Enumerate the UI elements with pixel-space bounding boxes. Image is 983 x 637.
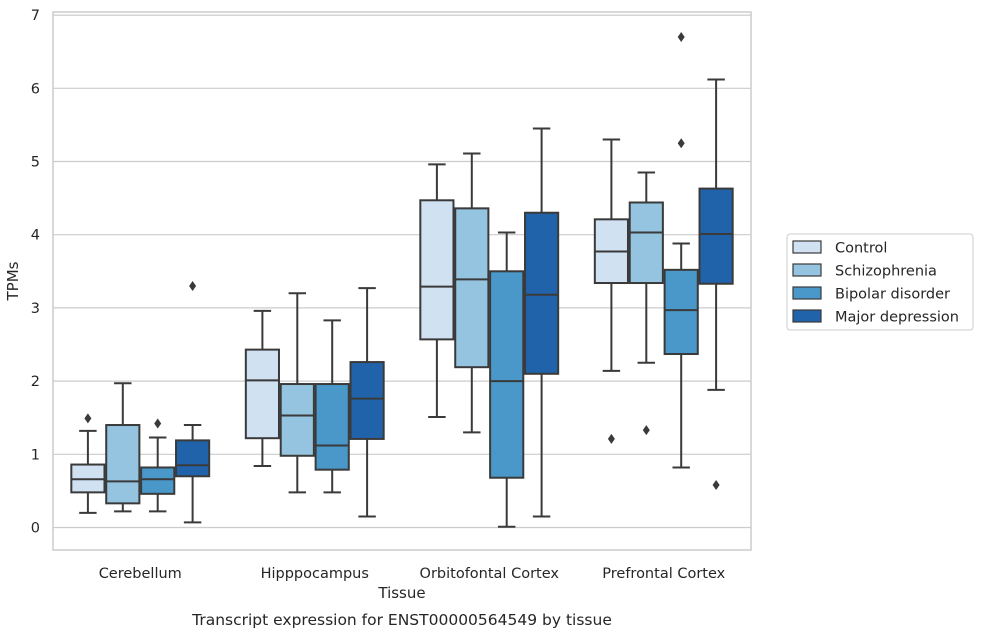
box-2-3 <box>524 127 560 518</box>
box-0-3 <box>175 280 211 524</box>
box-body <box>140 466 176 495</box>
x-tick-label: Cerebellum <box>99 566 182 582</box>
outlier-point <box>677 32 685 43</box>
grid-lines <box>53 14 751 529</box>
box-body <box>175 439 211 478</box>
x-tick-label: Orbitofontal Cortex <box>420 566 560 582</box>
outlier-point <box>642 425 650 436</box>
legend-label: Schizophrenia <box>835 264 937 280</box>
box-body <box>489 270 525 479</box>
outlier-point <box>154 418 162 429</box>
y-tick-label: 0 <box>31 521 40 537</box>
chart-caption: Transcript expression for ENST0000056454… <box>191 611 612 629</box>
legend-frame <box>786 233 974 331</box>
box-1-2 <box>314 319 350 494</box>
box-body <box>279 383 315 457</box>
y-axis-label: TPMs <box>4 261 22 301</box>
box-0-0 <box>70 413 106 514</box>
legend: Control Schizophrenia Bipolar disorder Majo… <box>786 233 974 331</box>
box-1-1 <box>279 292 315 494</box>
box-body <box>244 348 280 440</box>
box-body <box>419 199 455 341</box>
box-3-0 <box>593 138 629 444</box>
outlier-point <box>677 138 685 149</box>
box-body <box>349 361 385 440</box>
y-tick-label: 6 <box>31 81 40 97</box>
legend-label: Control <box>835 241 887 257</box>
y-tick-label: 2 <box>31 374 40 390</box>
legend-label: Major depression <box>835 310 959 326</box>
y-tick-label: 3 <box>31 301 40 317</box>
box-0-2 <box>140 418 176 513</box>
box-body <box>105 424 141 505</box>
box-3-2 <box>663 32 699 469</box>
legend-label: Bipolar disorder <box>835 287 950 303</box>
y-tick-labels: 0 1 2 3 4 5 6 7 <box>31 8 40 536</box>
legend-swatch <box>792 309 822 323</box>
box-1-0 <box>244 309 280 468</box>
box-1-3 <box>349 287 385 518</box>
outlier-point <box>712 480 720 491</box>
box-body <box>663 268 699 356</box>
y-tick-label: 7 <box>31 8 40 24</box>
boxes <box>70 32 734 528</box>
x-tick-label: Hipppocampus <box>261 566 369 582</box>
box-body <box>628 201 664 285</box>
box-body <box>314 383 350 471</box>
x-axis-label: Tissue <box>377 584 425 602</box>
box-0-1 <box>105 382 141 513</box>
outlier-point <box>607 433 615 444</box>
y-tick-label: 5 <box>31 155 40 171</box>
box-body <box>524 211 560 375</box>
box-2-2 <box>489 231 525 528</box>
legend-swatch <box>792 263 822 277</box>
outlier-point <box>84 413 92 424</box>
box-3-3 <box>698 78 734 491</box>
box-2-1 <box>454 152 490 434</box>
legend-swatch <box>792 240 822 254</box>
y-tick-label: 4 <box>31 228 40 244</box>
outlier-point <box>189 280 197 291</box>
x-tick-label: Prefrontal Cortex <box>602 566 725 582</box>
box-2-0 <box>419 163 455 418</box>
x-tick-labels: Cerebellum Hipppocampus Orbitofontal Corte… <box>99 566 726 582</box>
box-3-1 <box>628 171 664 436</box>
box-body <box>698 187 734 285</box>
box-body <box>454 207 490 369</box>
y-tick-label: 1 <box>31 447 40 463</box>
legend-swatch <box>792 286 822 300</box>
